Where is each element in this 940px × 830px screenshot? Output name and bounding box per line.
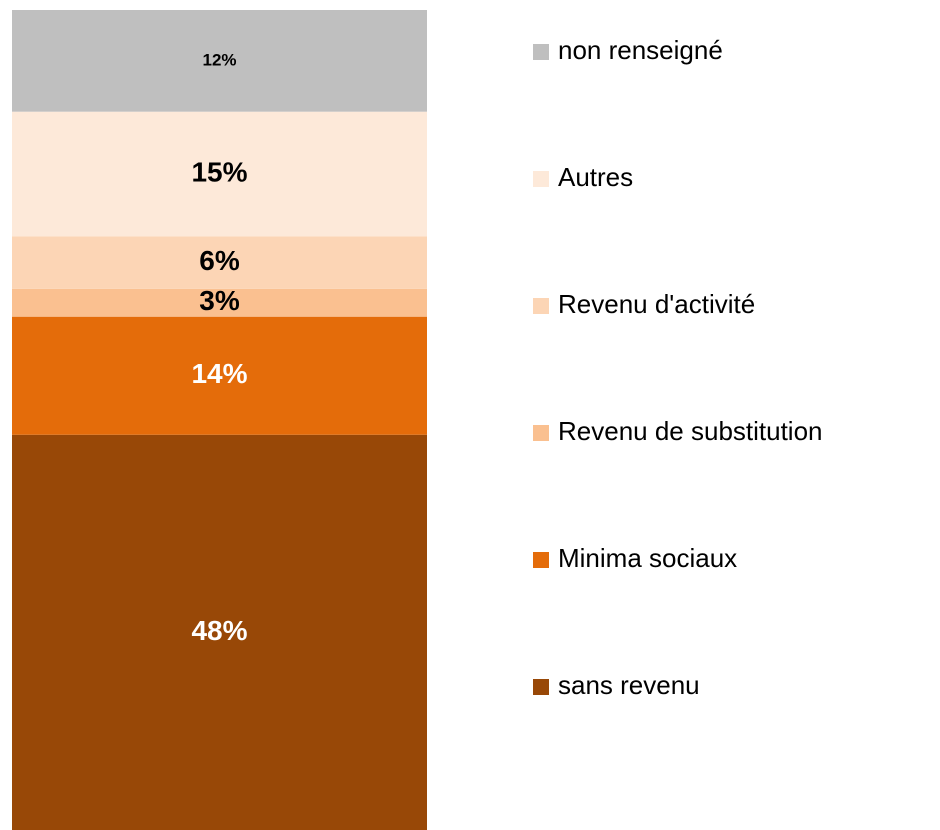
- data-label: 14%: [191, 358, 247, 389]
- legend-swatch: [533, 679, 549, 695]
- data-label: 48%: [191, 615, 247, 646]
- legend-swatch: [533, 552, 549, 568]
- legend-label: Minima sociaux: [558, 543, 737, 573]
- bar-segment: [12, 10, 427, 112]
- legend-swatch: [533, 171, 549, 187]
- legend-label: non renseigné: [558, 35, 723, 65]
- legend-label: sans revenu: [558, 670, 700, 700]
- legend-swatch: [533, 44, 549, 60]
- legend-label: Revenu de substitution: [558, 416, 823, 446]
- data-label: 15%: [191, 156, 247, 187]
- bar-segment: [12, 111, 427, 237]
- legend-label: Revenu d'activité: [558, 289, 755, 319]
- legend-swatch: [533, 298, 549, 314]
- bar-segment: [12, 316, 427, 435]
- legend-swatch: [533, 425, 549, 441]
- data-label: 3%: [199, 285, 240, 316]
- legend-label: Autres: [558, 162, 633, 192]
- data-label: 12%: [202, 50, 236, 69]
- bar-segment: [12, 288, 427, 317]
- bar-segment: [12, 434, 427, 830]
- data-label: 6%: [199, 245, 240, 276]
- bar-segment: [12, 236, 427, 289]
